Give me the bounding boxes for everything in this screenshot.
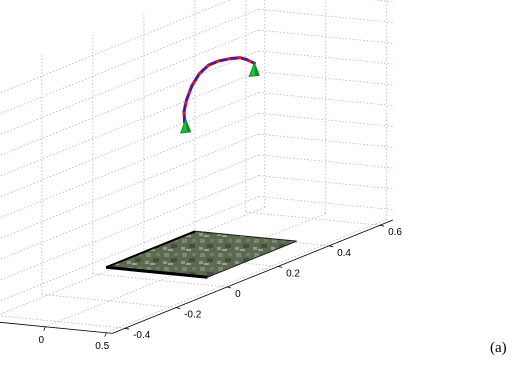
grid-line-back-z bbox=[258, 8, 393, 23]
y-tick-label: -0.2 bbox=[184, 310, 202, 321]
grid-lines bbox=[0, 0, 393, 334]
grid-line-back-z bbox=[258, 133, 393, 148]
cone-marker-shade-1 bbox=[185, 118, 191, 132]
ground-edge-left bbox=[105, 230, 196, 269]
grid-line-back-z bbox=[258, 29, 393, 44]
grid-line-back-z bbox=[258, 175, 393, 190]
trajectory-markers bbox=[180, 61, 260, 134]
x-tick-mark bbox=[104, 332, 107, 337]
y-tick-mark bbox=[278, 266, 283, 268]
grid-line-left-z bbox=[0, 154, 259, 260]
grid-line-floor-x bbox=[106, 219, 387, 334]
x-tick-label: 0 bbox=[38, 335, 44, 346]
grid-line-left-z bbox=[0, 8, 259, 115]
grid-line-back-z bbox=[258, 154, 393, 169]
y-tick-label: -0.4 bbox=[133, 330, 151, 341]
grid-line-left-z bbox=[0, 196, 259, 302]
grid-line-floor-y bbox=[245, 211, 381, 226]
grid-line-back-z bbox=[371, 0, 393, 3]
y-tick-label: 0 bbox=[235, 289, 241, 300]
grid-line-left-z bbox=[0, 92, 259, 198]
grid-line-left-z bbox=[0, 175, 259, 281]
y-tick-mark bbox=[227, 286, 232, 289]
grid-line-back-z bbox=[258, 196, 393, 211]
y-tick-label: 0.6 bbox=[388, 227, 402, 238]
cone-marker-shade-2 bbox=[254, 62, 260, 76]
grid-line-back-z bbox=[258, 71, 393, 86]
grid-line-floor-y bbox=[92, 273, 228, 288]
grid-line-left-z bbox=[0, 0, 232, 94]
y-tick-mark bbox=[329, 245, 334, 248]
y-axis-line bbox=[112, 219, 393, 334]
grid-line-left-z bbox=[0, 50, 259, 156]
grid-line-left-z bbox=[0, 112, 259, 219]
trajectory-line-2 bbox=[183, 56, 256, 124]
panel-label: (a) bbox=[490, 340, 507, 356]
grid-line-left-z bbox=[0, 133, 259, 239]
y-tick-mark bbox=[125, 327, 130, 330]
grid-line-floor-y bbox=[41, 294, 177, 308]
axis-lines bbox=[0, 219, 393, 337]
ground-plane bbox=[105, 230, 297, 279]
y-tick-label: 0.2 bbox=[286, 268, 300, 279]
grid-line-left-z bbox=[0, 71, 259, 177]
y-tick-mark bbox=[176, 307, 181, 309]
grid-line-back-z bbox=[258, 112, 393, 127]
tick-labels: -0.500.5-0.4-0.200.20.40.600.10.20.30.40… bbox=[38, 227, 402, 352]
grid-line-back-z bbox=[258, 50, 393, 65]
trajectory-series bbox=[182, 55, 256, 124]
grid-line-back-z bbox=[258, 92, 393, 107]
x-tick-label: 0.5 bbox=[95, 341, 109, 352]
y-tick-label: 0.4 bbox=[337, 248, 351, 259]
y-tick-mark bbox=[380, 224, 385, 227]
grid-line-left-z bbox=[0, 29, 259, 135]
x-tick-mark bbox=[43, 326, 46, 331]
ground-edge-front bbox=[105, 265, 208, 279]
grid-line-floor-y bbox=[0, 315, 126, 329]
